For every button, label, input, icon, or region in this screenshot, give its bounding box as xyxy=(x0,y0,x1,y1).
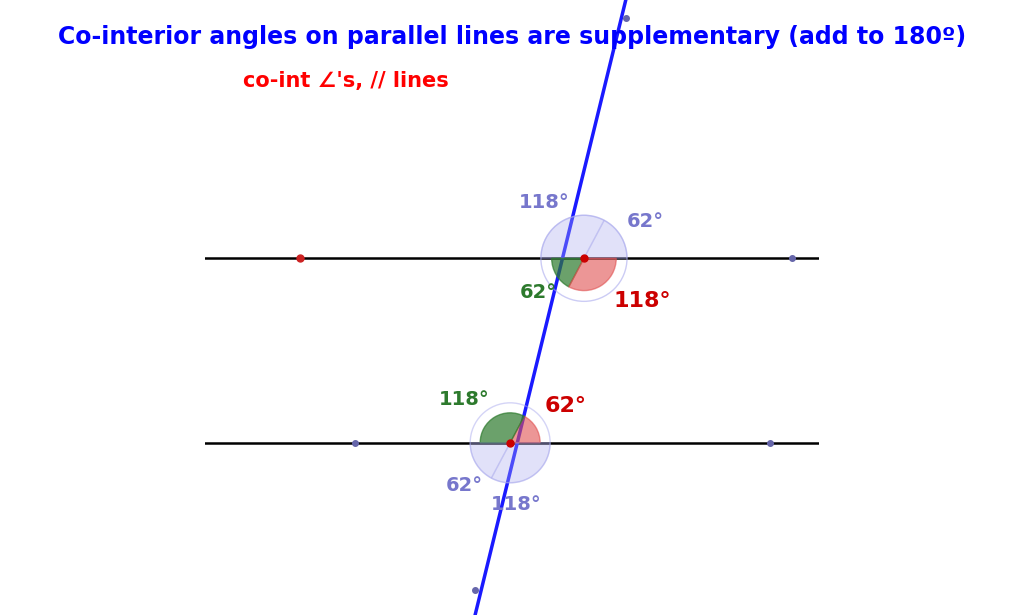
Wedge shape xyxy=(541,215,604,258)
Text: 118°: 118° xyxy=(438,391,489,409)
Wedge shape xyxy=(470,443,510,478)
Wedge shape xyxy=(552,258,584,287)
Wedge shape xyxy=(584,220,627,258)
Text: 62°: 62° xyxy=(627,212,664,231)
Text: co-int ∠'s, // lines: co-int ∠'s, // lines xyxy=(243,71,449,91)
Wedge shape xyxy=(480,413,524,443)
Text: 62°: 62° xyxy=(545,396,587,416)
Text: Co-interior angles on parallel lines are supplementary (add to 180º): Co-interior angles on parallel lines are… xyxy=(58,25,966,49)
Wedge shape xyxy=(510,416,540,443)
Text: 62°: 62° xyxy=(519,283,556,301)
Wedge shape xyxy=(492,443,550,483)
Text: 118°: 118° xyxy=(490,495,542,514)
Text: 118°: 118° xyxy=(613,292,671,311)
Text: 62°: 62° xyxy=(445,477,482,495)
Wedge shape xyxy=(568,258,616,290)
Text: 118°: 118° xyxy=(518,194,569,212)
